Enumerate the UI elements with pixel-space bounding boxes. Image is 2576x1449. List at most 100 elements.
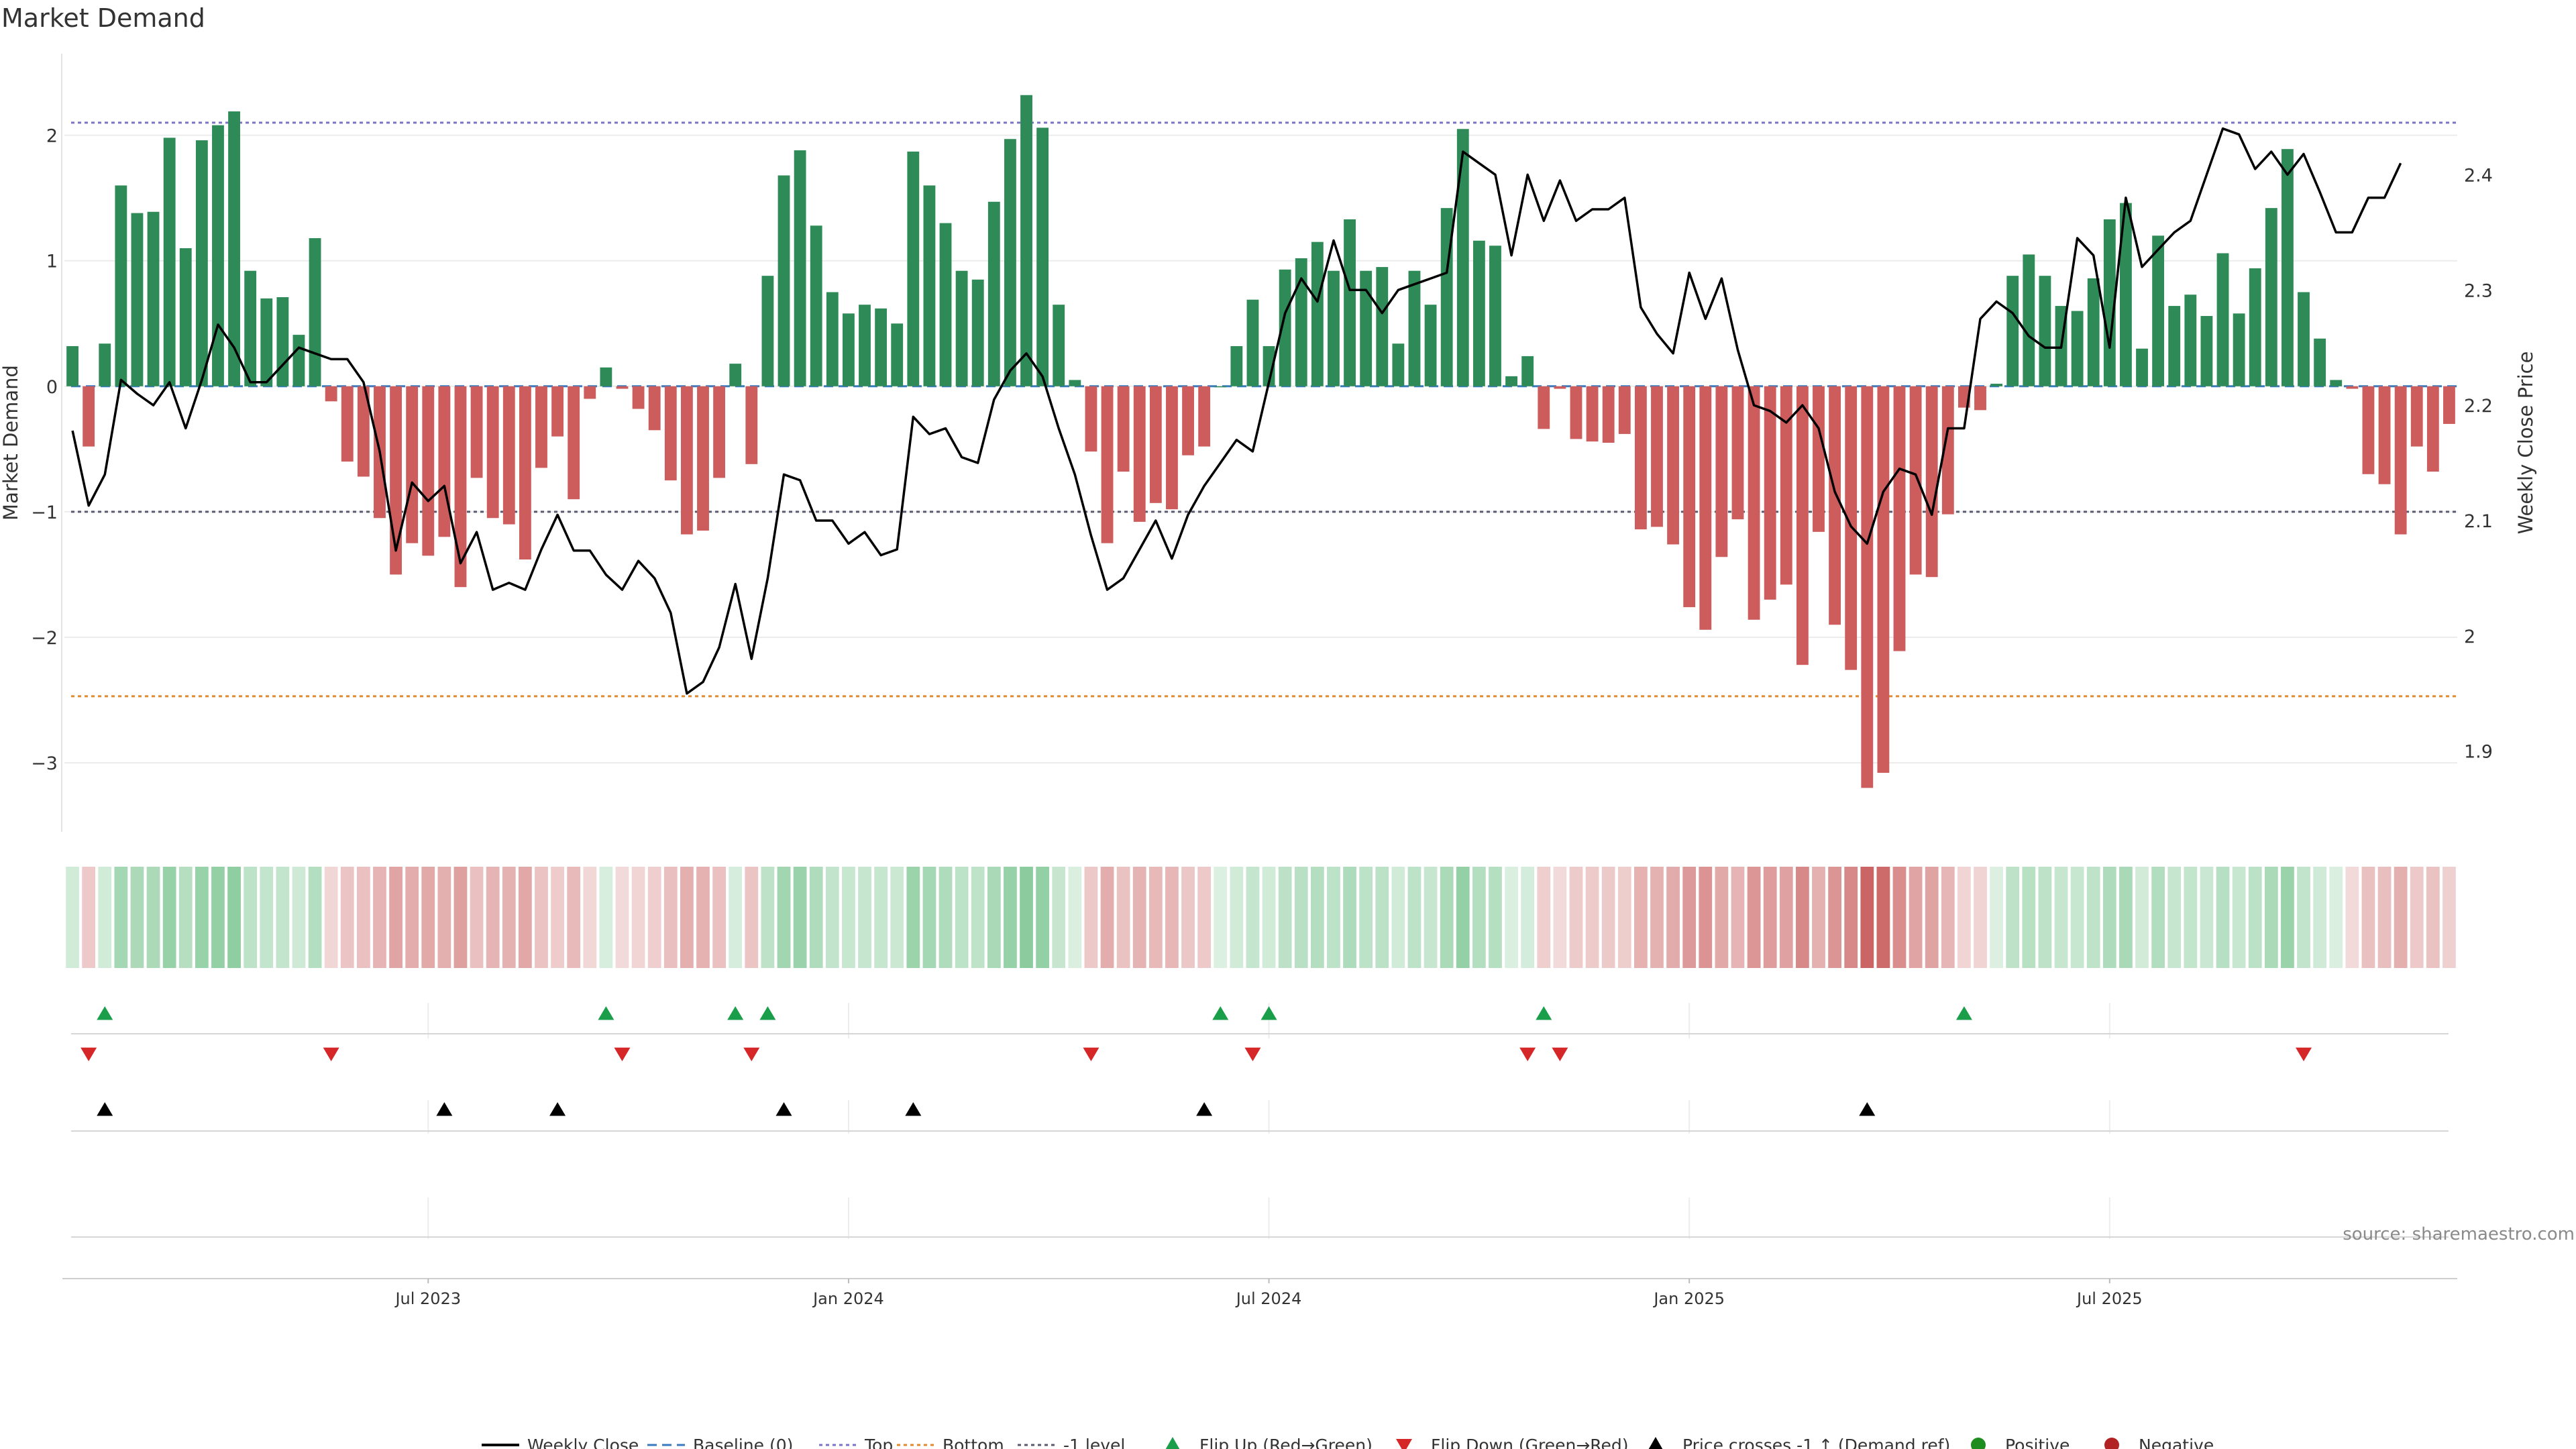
- heat-cell: [663, 867, 678, 968]
- demand-bar-negative: [664, 386, 677, 481]
- legend-label: Flip Down (Green→Red): [1431, 1436, 1629, 1449]
- demand-bar-negative: [568, 386, 580, 500]
- heat-cell: [987, 867, 1001, 968]
- heat-cell: [227, 867, 241, 968]
- heat-cell: [1020, 867, 1033, 968]
- demand-bar-positive: [971, 279, 984, 386]
- heat-cell: [2135, 867, 2149, 968]
- demand-bar-negative: [2378, 386, 2391, 484]
- demand-bar-negative: [1683, 386, 1696, 608]
- demand-bar-positive: [2282, 149, 2294, 386]
- demand-bar-negative: [1877, 386, 1890, 773]
- demand-bar-negative: [83, 386, 95, 447]
- heat-cell: [825, 867, 839, 968]
- heat-cell: [1941, 867, 1955, 968]
- heat-cell: [777, 867, 791, 968]
- heat-cell: [2377, 867, 2392, 968]
- legend-swatch: [2104, 1438, 2119, 1449]
- heat-cell: [356, 867, 370, 968]
- legend-swatch: [1648, 1437, 1663, 1449]
- price-cross-marker: [97, 1102, 113, 1116]
- heat-cell: [615, 867, 629, 968]
- x-axis: Jul 2023 Jan 2024 Jul 2024 Jan 2025 Jul 2025: [62, 1278, 2457, 1308]
- demand-bar-positive: [1069, 380, 1081, 386]
- flip-down-marker: [323, 1047, 339, 1061]
- y2-axis-ticks: 2.4 2.3 2.2 2.1 2 1.9: [2464, 165, 2493, 762]
- heat-cell: [308, 867, 322, 968]
- demand-bar-negative: [454, 386, 467, 588]
- legend-label: Top: [864, 1436, 893, 1449]
- heat-cell: [519, 867, 532, 968]
- heat-cell: [1731, 867, 1745, 968]
- demand-bar-positive: [761, 276, 774, 386]
- demand-bar-negative: [1764, 386, 1776, 600]
- heat-cell: [906, 867, 920, 968]
- legend-swatch: [1165, 1437, 1180, 1449]
- demand-bar-positive: [2087, 278, 2100, 386]
- demand-bar-positive: [163, 138, 176, 386]
- demand-bar-negative: [1893, 386, 1906, 651]
- weekly-close-line: [71, 127, 2402, 695]
- flip-down-marker: [2296, 1047, 2312, 1061]
- demand-bar-positive: [1521, 356, 1534, 386]
- price-cross-marker: [905, 1102, 922, 1116]
- heat-cell: [162, 867, 176, 968]
- demand-bar-positive: [276, 297, 289, 386]
- demand-bar-positive: [2265, 208, 2277, 386]
- demand-bar-positive: [2103, 219, 2116, 386]
- demand-bar-negative: [1925, 386, 1938, 578]
- flip-up-marker: [759, 1006, 776, 1020]
- price-cross-marker: [775, 1102, 792, 1116]
- demand-bar-positive: [1246, 299, 1259, 386]
- demand-bar-positive: [147, 211, 160, 386]
- flip-down-marker: [614, 1047, 631, 1061]
- heat-cell: [1666, 867, 1680, 968]
- demand-bar-positive: [2152, 235, 2165, 386]
- legend: Weekly Close Baseline (0) Top Bottom -1 leve…: [482, 1436, 2214, 1449]
- demand-bar-negative: [1699, 386, 1712, 630]
- legend-label: Baseline (0): [693, 1436, 793, 1449]
- demand-bar-positive: [1392, 343, 1405, 386]
- demand-bar-negative: [697, 386, 709, 531]
- heat-cell: [1569, 867, 1583, 968]
- demand-bar-positive: [2071, 311, 2084, 386]
- heat-cell: [2119, 867, 2133, 968]
- demand-bar-positive: [923, 185, 936, 386]
- heat-cell: [1424, 867, 1438, 968]
- heat-cell: [1165, 867, 1179, 968]
- demand-bar-negative: [1796, 386, 1809, 665]
- heat-cell: [1278, 867, 1292, 968]
- demand-bar-negative: [1909, 386, 1922, 575]
- demand-bar-positive: [2298, 292, 2310, 386]
- demand-bar-positive: [2330, 380, 2343, 386]
- heat-cell: [1246, 867, 1260, 968]
- heat-cell: [955, 867, 969, 968]
- heat-cell: [745, 867, 759, 968]
- demand-bar-negative: [406, 386, 419, 543]
- heat-cell: [793, 867, 807, 968]
- heat-cell: [2361, 867, 2375, 968]
- y-tick-label: 0: [46, 377, 58, 398]
- heat-cell: [1004, 867, 1017, 968]
- demand-bar-negative: [1117, 386, 1130, 472]
- heat-cell: [437, 867, 451, 968]
- heat-cell: [114, 867, 128, 968]
- demand-bar-negative: [438, 386, 451, 537]
- y2-tick-label: 2.1: [2464, 511, 2493, 532]
- demand-bar-positive: [1311, 241, 1324, 386]
- heat-cell: [631, 867, 645, 968]
- demand-bar-positive: [1328, 270, 1340, 386]
- y2-axis-label: Weekly Close Price: [2514, 352, 2537, 535]
- heat-cell: [680, 867, 694, 968]
- heat-cell: [1876, 867, 1890, 968]
- heat-cell: [195, 867, 209, 968]
- demand-bar-positive: [1295, 258, 1307, 386]
- heat-cell: [874, 867, 888, 968]
- heat-cell: [1796, 867, 1809, 968]
- heat-cell: [2264, 867, 2278, 968]
- demand-bar-positive: [2039, 276, 2051, 386]
- heat-cell: [1699, 867, 1713, 968]
- legend-label: Price crosses -1 ↑ (Demand ref): [1682, 1436, 1950, 1449]
- demand-bar-positive: [1360, 270, 1373, 386]
- heat-cell: [1100, 867, 1114, 968]
